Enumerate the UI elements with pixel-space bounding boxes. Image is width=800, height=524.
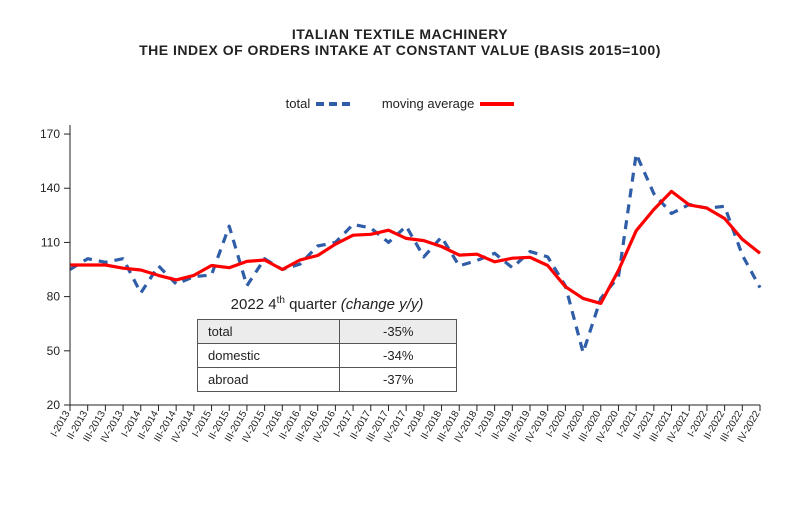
- svg-text:50: 50: [47, 344, 61, 358]
- info-table: total-35%domestic-34%abroad-37%: [197, 319, 457, 392]
- info-table-label: abroad: [198, 368, 340, 392]
- svg-text:110: 110: [41, 235, 60, 249]
- title-line2: THE INDEX OF ORDERS INTAKE AT CONSTANT V…: [0, 42, 800, 58]
- info-table-row: total-35%: [198, 320, 457, 344]
- info-caption-mid: quarter: [285, 296, 341, 313]
- legend-total-swatch: [316, 102, 350, 106]
- title-line1: ITALIAN TEXTILE MACHINERY: [0, 26, 800, 42]
- info-table-label: domestic: [198, 344, 340, 368]
- legend: total moving average: [0, 96, 800, 111]
- svg-text:80: 80: [47, 290, 61, 304]
- legend-item-avg: moving average: [382, 96, 515, 111]
- legend-item-total: total: [286, 96, 351, 111]
- info-caption: 2022 4th quarter (change y/y): [197, 295, 457, 313]
- chart-title: ITALIAN TEXTILE MACHINERY THE INDEX OF O…: [0, 26, 800, 58]
- legend-total-label: total: [286, 96, 311, 111]
- info-box: 2022 4th quarter (change y/y) total-35%d…: [197, 295, 457, 392]
- info-table-row: abroad-37%: [198, 368, 457, 392]
- info-table-value: -34%: [340, 344, 457, 368]
- info-table-label: total: [198, 320, 340, 344]
- legend-avg-label: moving average: [382, 96, 475, 111]
- chart-container: { "title": { "line1": "ITALIAN TEXTILE M…: [0, 0, 800, 524]
- svg-text:170: 170: [40, 127, 60, 141]
- info-table-value: -35%: [340, 320, 457, 344]
- legend-avg-swatch: [480, 102, 514, 106]
- info-caption-ital: (change y/y): [341, 296, 424, 313]
- info-table-value: -37%: [340, 368, 457, 392]
- info-table-row: domestic-34%: [198, 344, 457, 368]
- info-caption-sup: th: [277, 295, 285, 306]
- svg-text:20: 20: [47, 398, 61, 412]
- info-caption-prefix: 2022 4: [231, 296, 277, 313]
- svg-text:140: 140: [40, 181, 60, 195]
